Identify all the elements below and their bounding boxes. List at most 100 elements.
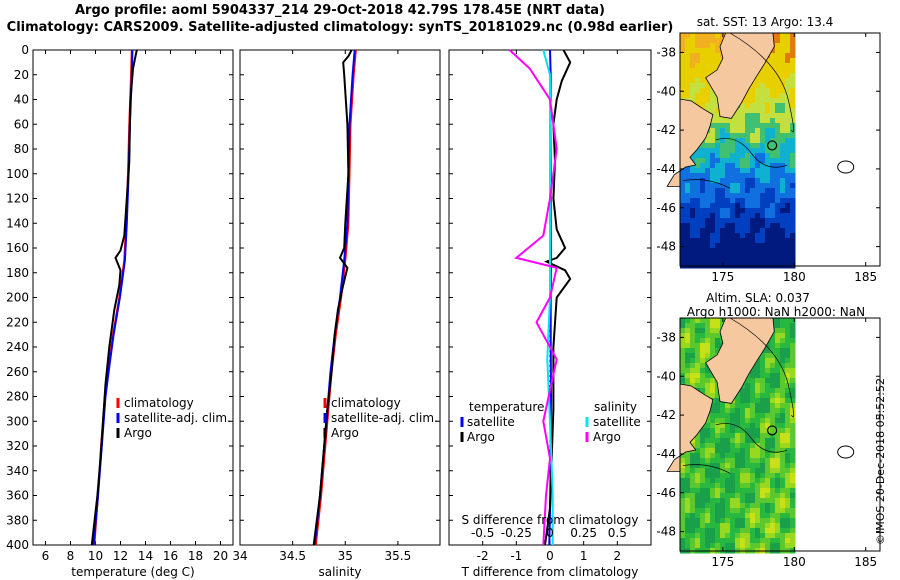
map-cell bbox=[770, 98, 776, 104]
map-cell bbox=[785, 453, 791, 459]
map-cell bbox=[700, 68, 706, 74]
map-cell bbox=[705, 208, 711, 214]
map-cell bbox=[765, 78, 771, 84]
map-cell bbox=[705, 523, 711, 529]
map-cell bbox=[745, 498, 751, 504]
map-cell bbox=[785, 73, 791, 79]
map-cell bbox=[745, 193, 751, 199]
map-cell bbox=[775, 113, 781, 119]
map-cell bbox=[705, 43, 711, 49]
map-cell bbox=[725, 473, 731, 479]
map-cell bbox=[745, 218, 751, 224]
map-cell bbox=[730, 528, 736, 534]
map-cell bbox=[695, 358, 701, 364]
map-cell bbox=[720, 123, 726, 129]
map-cell bbox=[690, 508, 696, 514]
map-cell bbox=[785, 513, 791, 519]
map-cell bbox=[715, 158, 721, 164]
map-cell bbox=[685, 513, 691, 519]
map-cell bbox=[775, 483, 781, 489]
map-cell bbox=[755, 238, 761, 244]
map-cell bbox=[755, 113, 761, 119]
map-cell bbox=[715, 323, 721, 329]
map-cell bbox=[720, 233, 726, 239]
map-cell bbox=[780, 428, 786, 434]
map-cell bbox=[725, 503, 731, 509]
map-cell bbox=[740, 438, 746, 444]
map-cell bbox=[680, 73, 686, 79]
map-cell bbox=[730, 448, 736, 454]
map-cell bbox=[695, 208, 701, 214]
map-cell bbox=[695, 253, 701, 259]
map-cell bbox=[785, 193, 791, 199]
map-cell bbox=[790, 368, 796, 374]
map-cell bbox=[760, 103, 766, 109]
map-cell bbox=[750, 158, 756, 164]
map-cell bbox=[770, 213, 776, 219]
map-cell bbox=[790, 353, 796, 359]
map-cell bbox=[720, 483, 726, 489]
map-cell bbox=[730, 428, 736, 434]
map-cell bbox=[695, 58, 701, 64]
map-cell bbox=[775, 508, 781, 514]
map-cell bbox=[695, 83, 701, 89]
map-cell bbox=[700, 163, 706, 169]
map-cell bbox=[785, 238, 791, 244]
map-cell bbox=[780, 523, 786, 529]
map-cell bbox=[690, 73, 696, 79]
map-cell bbox=[775, 153, 781, 159]
map-cell bbox=[725, 498, 731, 504]
map-cell bbox=[790, 323, 796, 329]
map-cell bbox=[690, 193, 696, 199]
map-cell bbox=[760, 363, 766, 369]
map-cell bbox=[735, 108, 741, 114]
map-cell bbox=[790, 83, 796, 89]
map-cell bbox=[690, 503, 696, 509]
map-cell bbox=[735, 223, 741, 229]
map-cell bbox=[740, 468, 746, 474]
map-cell bbox=[765, 503, 771, 509]
map-cell bbox=[790, 458, 796, 464]
y-tick-label: 340 bbox=[6, 464, 29, 478]
map-cell bbox=[735, 493, 741, 499]
map-cell bbox=[760, 188, 766, 194]
map-cell bbox=[750, 173, 756, 179]
map-cell bbox=[785, 443, 791, 449]
map-cell bbox=[680, 378, 686, 384]
map-cell bbox=[735, 238, 741, 244]
map-cell bbox=[725, 453, 731, 459]
map-cell bbox=[720, 143, 726, 149]
map-y-tick-label: -40 bbox=[656, 369, 676, 383]
map-cell bbox=[715, 223, 721, 229]
map-cell bbox=[730, 513, 736, 519]
map-cell bbox=[685, 463, 691, 469]
map-cell bbox=[680, 63, 686, 69]
map-cell bbox=[690, 543, 696, 549]
map-cell bbox=[760, 113, 766, 119]
map-cell bbox=[725, 228, 731, 234]
map-cell bbox=[755, 213, 761, 219]
map-cell bbox=[765, 458, 771, 464]
map-cell bbox=[710, 143, 716, 149]
map-cell bbox=[720, 518, 726, 524]
map-cell bbox=[735, 153, 741, 159]
map-cell bbox=[755, 118, 761, 124]
map-cell bbox=[715, 343, 721, 349]
map-cell bbox=[790, 488, 796, 494]
map-cell bbox=[685, 363, 691, 369]
map-cell bbox=[760, 238, 766, 244]
map-cell bbox=[755, 203, 761, 209]
map-cell bbox=[755, 228, 761, 234]
map-cell bbox=[760, 443, 766, 449]
map-cell bbox=[745, 503, 751, 509]
map-cell bbox=[705, 433, 711, 439]
map-cell bbox=[780, 83, 786, 89]
map-cell bbox=[740, 458, 746, 464]
map-cell bbox=[690, 198, 696, 204]
map-cell bbox=[755, 168, 761, 174]
map-cell bbox=[695, 453, 701, 459]
map-cell bbox=[765, 198, 771, 204]
map-cell bbox=[710, 118, 716, 124]
map-cell bbox=[755, 248, 761, 254]
map-cell bbox=[770, 208, 776, 214]
